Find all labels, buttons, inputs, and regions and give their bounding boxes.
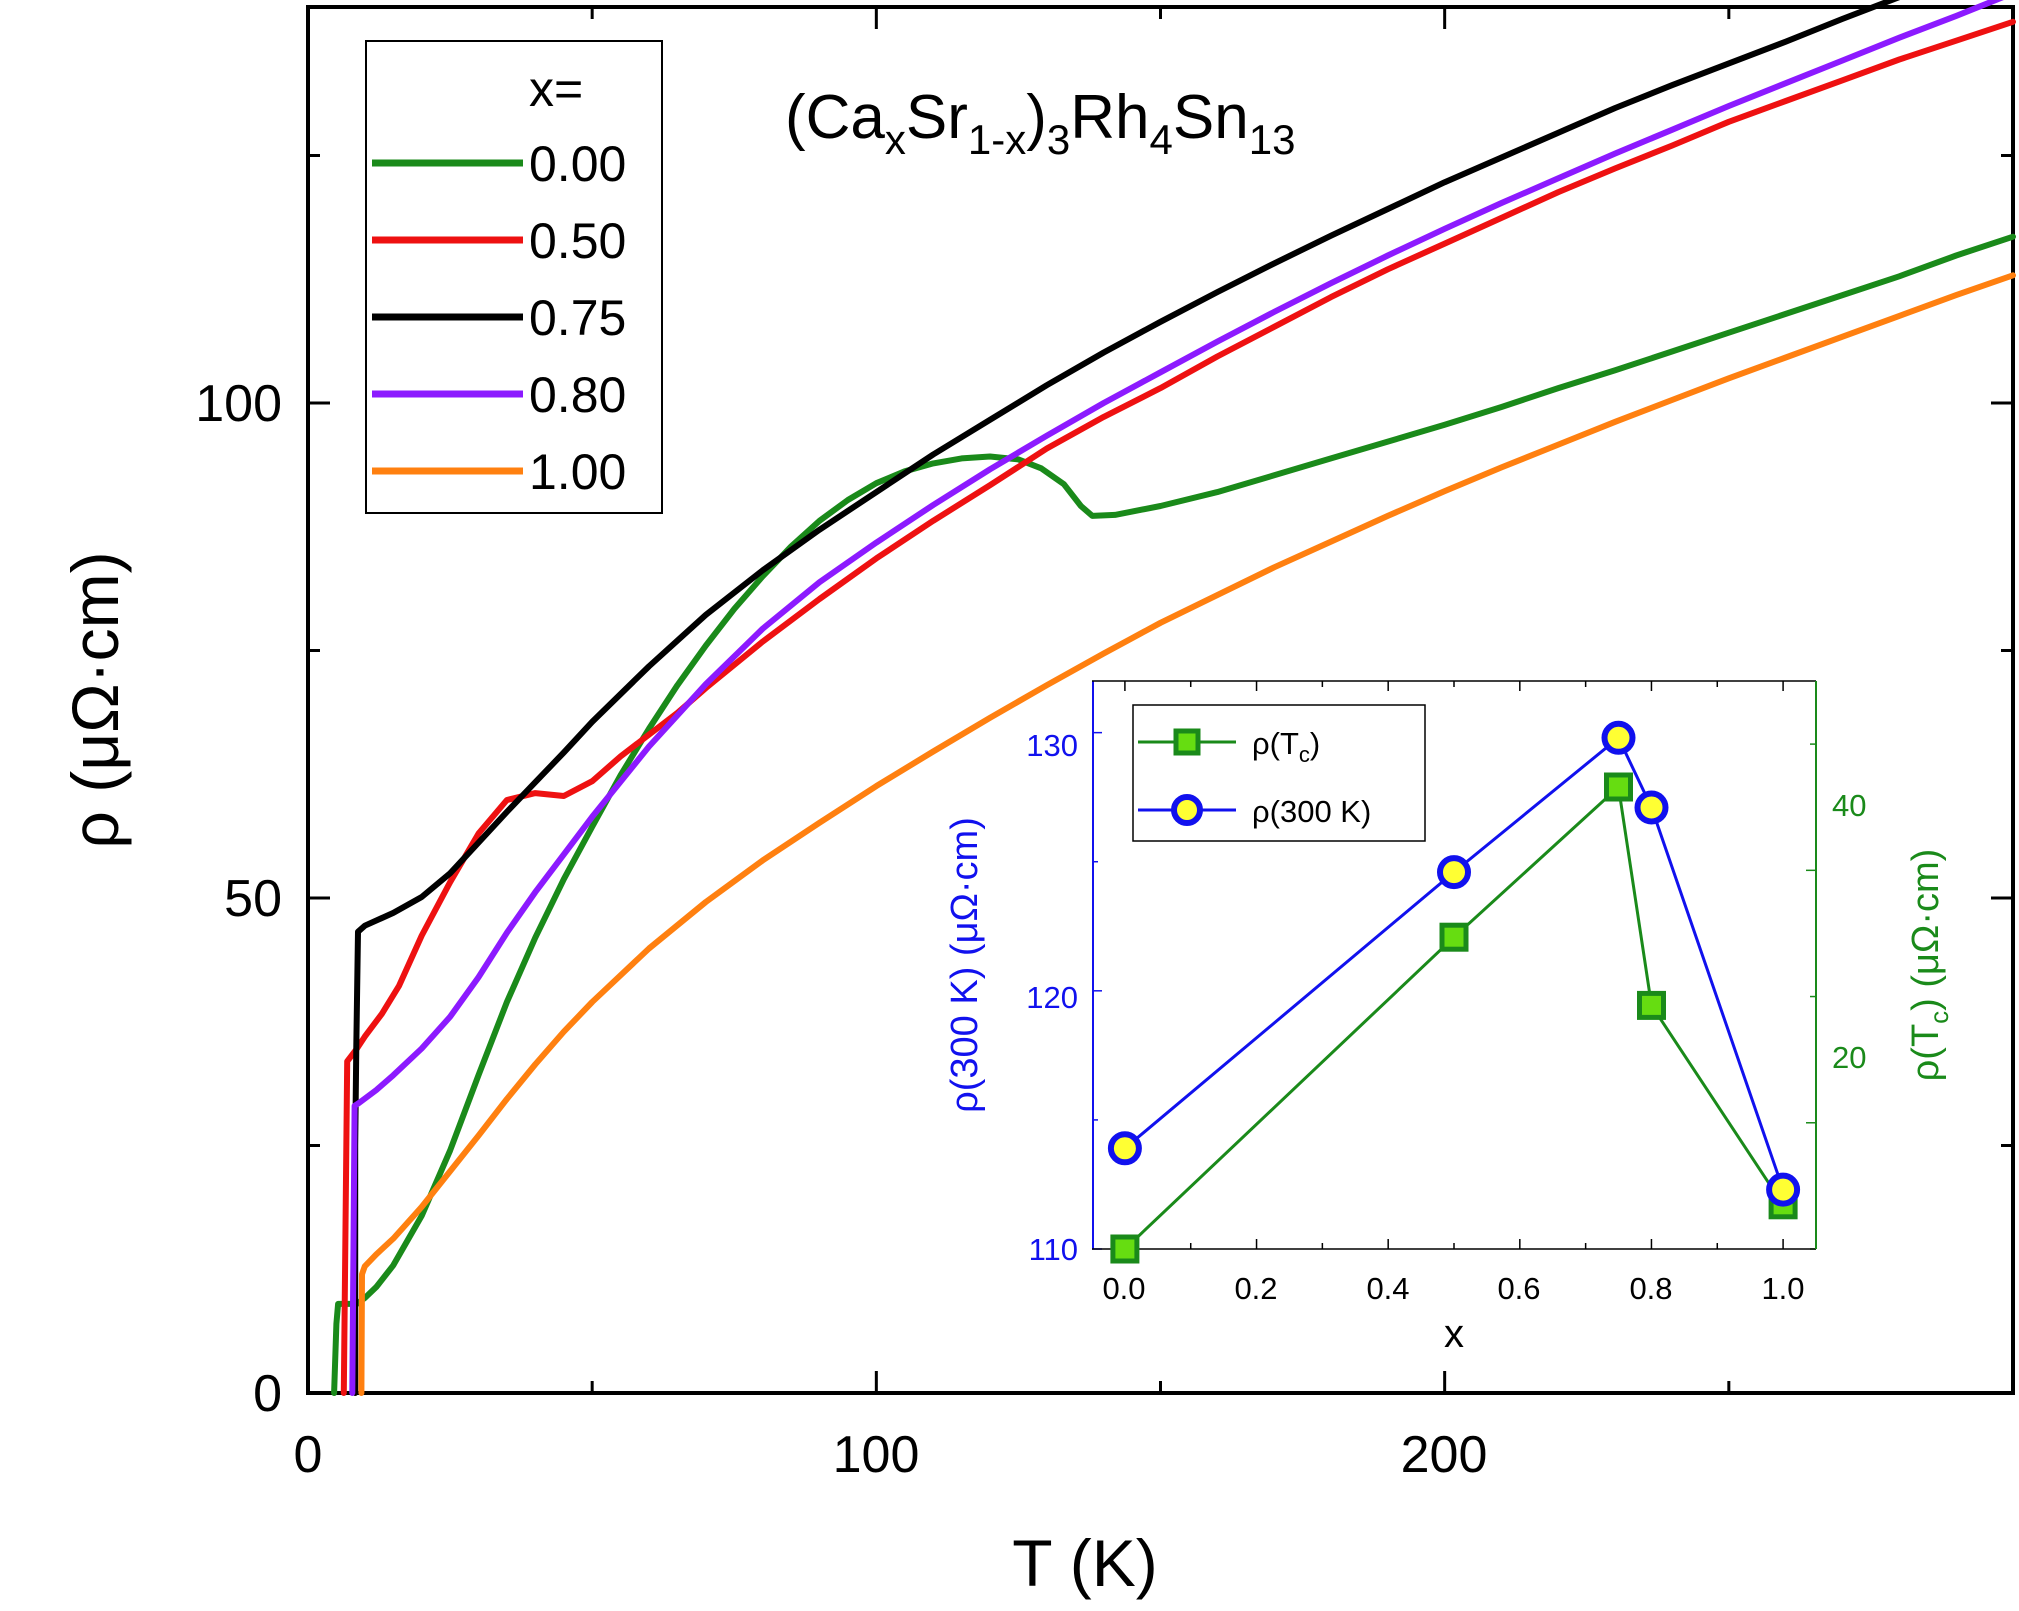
inset-marker-rho-300k-0 [1107, 1131, 1142, 1166]
legend-label-0.80: 0.80 [529, 367, 626, 423]
inset-legend: ρ(Tc) ρ(300 K) [1132, 704, 1426, 842]
legend-label-0.00: 0.00 [529, 136, 626, 192]
inset-right-tick-label-20: 20 [1832, 1040, 1866, 1075]
series-line-x-0.75 [352, 0, 1901, 1396]
inset-left-axis-label: ρ(300 K) (μΩ·cm) [944, 817, 986, 1113]
inset-x-axis-label: x [1444, 1312, 1464, 1356]
inset-left-tick-label-110: 110 [1029, 1232, 1078, 1267]
main-series [331, 0, 2016, 1396]
legend: x= 0.00 0.50 0.75 0.80 1.00 [365, 40, 663, 514]
inset-legend-label-rho-300k: ρ(300 K) [1252, 794, 1371, 829]
series-line-x-0.50 [340, 18, 2016, 1396]
inset-marker-rho-tc-2 [1604, 772, 1633, 802]
inset-x-tick-label-0.6: 0.6 [1497, 1271, 1540, 1306]
series-line-x-1.00 [358, 272, 2016, 1396]
y-tick-label-0: 0 [253, 1365, 282, 1423]
inset-left-tick-label-130: 130 [1026, 728, 1078, 763]
main-ticks [306, 7, 2015, 1395]
legend-label-0.75: 0.75 [529, 290, 626, 346]
inset-legend-swatch-rho-tc-marker [1173, 728, 1201, 756]
inset-series [1107, 720, 1801, 1264]
inset-left-tick-label-120: 120 [1026, 980, 1078, 1015]
x-tick-label-100: 100 [833, 1426, 920, 1484]
inset-legend-swatch-rho-300k-marker [1171, 794, 1203, 826]
main-plot: 0 100 200 0 50 100 T (K) ρ (μΩ·cm) (CaxS… [58, 0, 2016, 1600]
series-line-x-0.80 [349, 0, 2004, 1396]
inset-x-tick-label-1.0: 1.0 [1761, 1271, 1804, 1306]
inset-x-tick-label-0.4: 0.4 [1366, 1271, 1409, 1306]
legend-label-1.00: 1.00 [529, 444, 626, 500]
inset-plot: 0.0 0.2 0.4 0.6 0.8 1.0 110 120 130 20 4… [944, 680, 1954, 1356]
x-axis-label: T (K) [1012, 1526, 1157, 1600]
legend-title: x= [529, 61, 583, 117]
inset-x-tick-label-0.2: 0.2 [1234, 1271, 1277, 1306]
inset-legend-label-rho-tc: ρ(Tc) [1252, 726, 1320, 767]
legend-label-0.50: 0.50 [529, 213, 626, 269]
inset-marker-rho-tc-3 [1637, 990, 1666, 1020]
inset-marker-rho-300k-4 [1766, 1172, 1801, 1207]
y-axis-label: ρ (μΩ·cm) [58, 551, 132, 848]
inset-marker-rho-300k-2 [1601, 720, 1636, 755]
inset-right-axis-label: ρ(Tc) (μΩ·cm) [1905, 849, 1954, 1082]
inset-right-tick-label-40: 40 [1832, 788, 1866, 823]
inset-marker-rho-300k-1 [1437, 855, 1471, 890]
legend-box [365, 40, 663, 514]
inset-marker-rho-tc-0 [1110, 1234, 1140, 1264]
inset-x-tick-label-0.8: 0.8 [1629, 1271, 1672, 1306]
inset-left-axis [1092, 681, 1094, 1249]
inset-marker-rho-300k-3 [1634, 790, 1669, 825]
x-tick-label-200: 200 [1401, 1426, 1488, 1484]
x-tick-label-0: 0 [294, 1426, 323, 1484]
inset-marker-rho-tc-1 [1439, 922, 1469, 952]
inset-x-tick-label-0.0: 0.0 [1102, 1271, 1145, 1306]
y-tick-label-50: 50 [224, 870, 282, 928]
y-tick-label-100: 100 [195, 375, 282, 433]
chart-title: (CaxSr1-x)3Rh4Sn13 [785, 83, 1295, 163]
